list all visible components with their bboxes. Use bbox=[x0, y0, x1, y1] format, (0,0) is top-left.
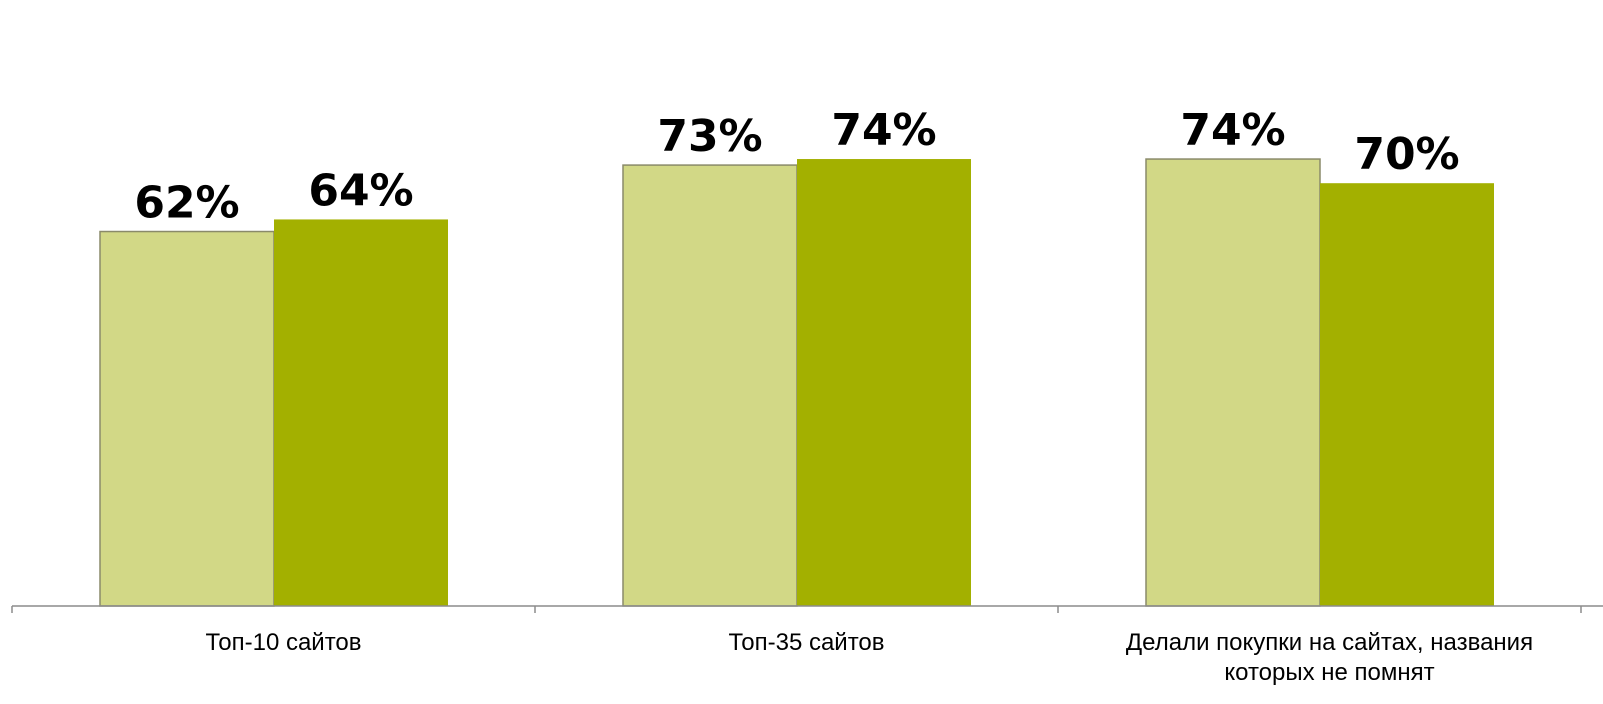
x-axis: Топ-10 сайтов Топ-35 сайтов Делали покупки… bbox=[11, 605, 1603, 686]
data-labels-layer: 62% 73% 74% 64% 74% 70% bbox=[134, 105, 1459, 228]
data-label-series2-cat2: 74% bbox=[831, 105, 936, 156]
data-label-series1-cat3: 74% bbox=[1180, 105, 1285, 156]
bar-series2-cat3 bbox=[1320, 183, 1494, 606]
bar-series2-cat2 bbox=[797, 159, 971, 607]
bar-series1-cat1 bbox=[99, 230, 275, 607]
bars-layer bbox=[99, 158, 1494, 607]
data-label-series2-cat3: 70% bbox=[1354, 129, 1459, 180]
x-tick-label: Делали покупки на сайтах, названия bbox=[1126, 629, 1533, 656]
x-tick-label: Топ-10 сайтов bbox=[205, 629, 361, 656]
data-label-series1-cat1: 62% bbox=[134, 178, 239, 229]
bar-series2-cat1 bbox=[274, 219, 448, 606]
data-label-series2-cat1: 64% bbox=[308, 165, 413, 216]
data-label-series1-cat2: 73% bbox=[657, 111, 762, 162]
bar-series1-cat3 bbox=[1145, 158, 1321, 607]
x-tick-label: которых не помнят bbox=[1224, 659, 1434, 686]
bar-series1-cat2 bbox=[622, 164, 798, 607]
x-tick-label: Топ-35 сайтов bbox=[728, 629, 884, 656]
